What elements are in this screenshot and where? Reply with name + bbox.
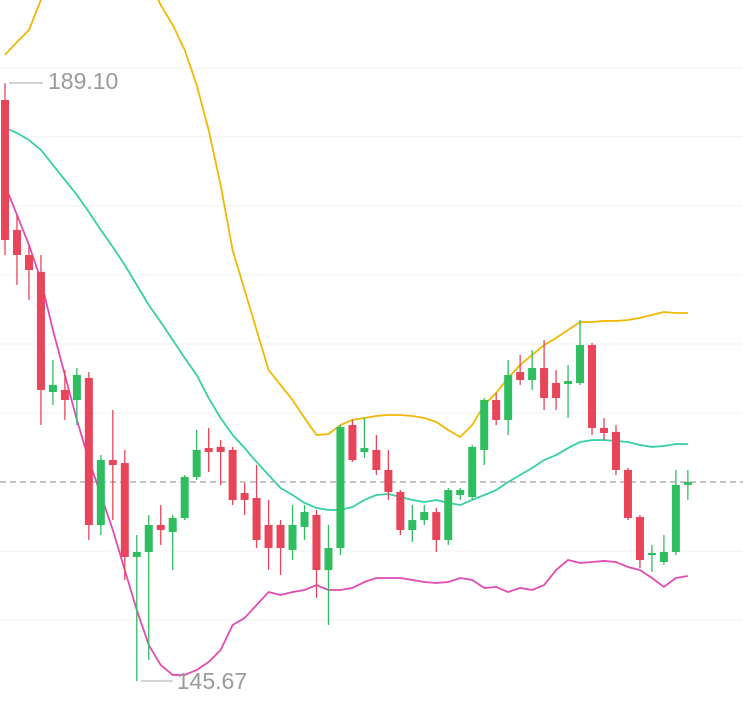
candle-body: [312, 514, 321, 571]
candle-body: [180, 476, 189, 518]
candle-body: [635, 517, 644, 560]
candle-body: [683, 482, 692, 485]
candle-body: [24, 254, 33, 271]
candle-body: [480, 399, 489, 450]
candle-body: [120, 463, 129, 557]
candle-body: [264, 525, 273, 548]
candle-body: [420, 512, 429, 521]
candle-body: [528, 368, 537, 381]
band-lower: [4, 184, 689, 676]
candle-body: [12, 229, 21, 255]
max-label: 189.10: [48, 68, 118, 94]
candle-body: [516, 372, 525, 381]
candle-body: [576, 345, 585, 384]
candle-body: [540, 368, 549, 399]
candle-body: [156, 525, 165, 530]
candle-body: [600, 427, 608, 434]
candle-body: [623, 469, 632, 518]
candle-body: [552, 383, 561, 399]
candle-body: [60, 389, 69, 400]
candle-body: [84, 377, 93, 526]
candle-body: [108, 460, 117, 465]
candle-body: [671, 484, 680, 552]
candle-body: [1, 99, 9, 240]
candle-body: [96, 460, 105, 526]
candle-body: [564, 380, 573, 385]
candle-body: [348, 425, 357, 461]
band-middle: [4, 127, 688, 511]
min-label: 145.67: [177, 668, 247, 694]
candle-body: [408, 520, 417, 530]
candle-body: [144, 525, 153, 552]
band-upper: [4, 0, 688, 438]
candle-body: [300, 512, 309, 527]
candle-body: [444, 490, 453, 541]
candle-body: [432, 512, 441, 541]
candle-body: [324, 547, 333, 571]
candle-body: [240, 493, 249, 500]
candle-body: [647, 552, 656, 556]
candle-body: [504, 374, 513, 420]
candle-body: [252, 498, 261, 541]
candle-body: [396, 491, 405, 530]
candle-body: [168, 517, 177, 533]
candle-body: [360, 448, 369, 453]
candle-body: [36, 271, 45, 390]
candle-body: [228, 449, 237, 500]
candle-body: [384, 469, 393, 492]
candle-body: [276, 525, 285, 548]
candle-body: [336, 426, 345, 548]
candle-body: [48, 384, 57, 392]
candle-body: [611, 431, 620, 470]
candle-body: [192, 449, 201, 477]
candle-body: [659, 551, 668, 563]
candle-body: [492, 399, 501, 420]
candle-body: [132, 551, 141, 557]
candle-body: [288, 525, 297, 550]
candle-body: [204, 448, 213, 453]
candle-body: [468, 446, 477, 498]
candle-body: [216, 446, 225, 453]
candle-body: [372, 449, 381, 470]
candle-body: [72, 374, 81, 400]
candle-body: [456, 490, 465, 495]
candle-body: [588, 345, 597, 428]
